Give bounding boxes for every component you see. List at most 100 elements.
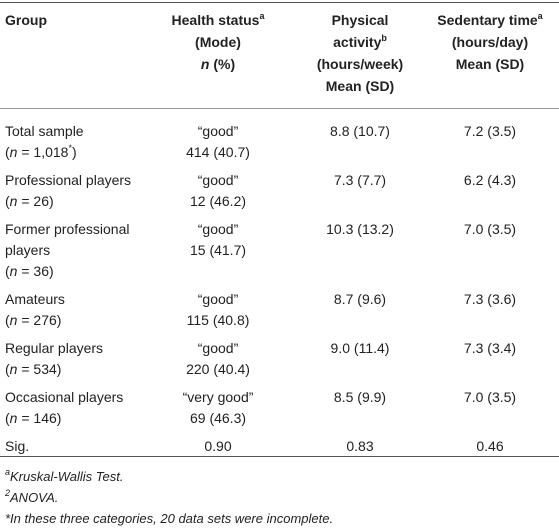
physical-cell: 0.83 bbox=[346, 436, 373, 456]
text-segment: Health status bbox=[171, 12, 260, 28]
group-cell: players bbox=[5, 240, 50, 260]
health-cell: “very good” bbox=[183, 387, 254, 407]
health-cell: “good” bbox=[198, 338, 238, 358]
text-segment: 220 (40.4) bbox=[186, 361, 250, 377]
header-cell: (hours/week) bbox=[317, 54, 403, 74]
text-segment: n bbox=[200, 56, 210, 72]
text-segment: ) bbox=[71, 144, 77, 160]
footnote: aKruskal-Wallis Test. bbox=[5, 467, 123, 487]
text-segment: 8.8 (10.7) bbox=[330, 123, 390, 139]
text-segment: = 36 bbox=[17, 263, 49, 279]
text-segment: a bbox=[259, 11, 265, 21]
group-cell: Former professional bbox=[5, 219, 130, 239]
text-segment: * bbox=[68, 143, 72, 153]
text-segment: Former professional bbox=[5, 221, 130, 237]
text-segment: “good” bbox=[197, 291, 239, 307]
physical-cell: 8.7 (9.6) bbox=[334, 289, 386, 309]
health-cell: “good” bbox=[198, 219, 238, 239]
sample-size: (n = 1,018*) bbox=[5, 142, 77, 162]
text-segment: Occasional players bbox=[5, 389, 124, 405]
header-cell: Sedentary timea bbox=[437, 10, 542, 30]
sedentary-cell: 7.3 (3.6) bbox=[464, 289, 516, 309]
sample-size: (n = 36) bbox=[5, 261, 54, 281]
text-segment: “very good” bbox=[182, 389, 254, 405]
text-segment: ( bbox=[5, 263, 10, 279]
text-segment: 12 (46.2) bbox=[189, 193, 247, 209]
physical-cell: 8.5 (9.9) bbox=[334, 387, 386, 407]
text-segment: ) bbox=[49, 263, 54, 279]
text-segment: = 26 bbox=[17, 193, 49, 209]
header-cell: (Mode) bbox=[195, 32, 241, 52]
text-segment: 7.0 (3.5) bbox=[463, 389, 517, 405]
text-segment: n bbox=[9, 410, 18, 426]
text-segment: ) bbox=[56, 312, 62, 328]
text-segment: n bbox=[9, 263, 18, 279]
text-segment: ANOVA. bbox=[10, 490, 59, 505]
text-segment: ( bbox=[5, 410, 10, 426]
sample-size: (n = 276) bbox=[5, 310, 61, 330]
health-cell: 12 (46.2) bbox=[190, 191, 246, 211]
text-segment: n bbox=[9, 312, 18, 328]
group-cell: Total sample bbox=[5, 121, 84, 141]
text-segment: Professional players bbox=[5, 172, 132, 188]
header-cell: Health statusa bbox=[172, 10, 265, 30]
text-segment: n bbox=[9, 361, 18, 377]
text-segment: ) bbox=[49, 193, 54, 209]
health-cell: 69 (46.3) bbox=[190, 408, 246, 428]
text-segment: Sedentary time bbox=[437, 12, 538, 28]
footnote: 2ANOVA. bbox=[5, 488, 58, 508]
header-rule bbox=[0, 108, 559, 109]
text-segment: Amateurs bbox=[5, 291, 65, 307]
text-segment: 8.7 (9.6) bbox=[333, 291, 387, 307]
text-segment: “good” bbox=[197, 340, 239, 356]
physical-cell: 9.0 (11.4) bbox=[331, 338, 390, 358]
text-segment: 7.3 (3.4) bbox=[463, 340, 517, 356]
text-segment: = 276 bbox=[17, 312, 57, 328]
text-segment: a bbox=[5, 467, 11, 477]
text-segment: “good” bbox=[197, 123, 239, 139]
text-segment: players bbox=[5, 242, 51, 258]
text-segment: ( bbox=[5, 312, 10, 328]
text-segment: a bbox=[537, 11, 543, 21]
health-cell: 15 (41.7) bbox=[190, 240, 246, 260]
bottom-rule bbox=[0, 456, 559, 457]
text-segment: 6.2 (4.3) bbox=[463, 172, 517, 188]
text-segment: “good” bbox=[197, 221, 239, 237]
text-segment: 115 (40.8) bbox=[186, 312, 250, 328]
text-segment: ( bbox=[5, 144, 10, 160]
header-cell: Mean (SD) bbox=[326, 76, 394, 96]
text-segment: = 146 bbox=[17, 410, 57, 426]
text-segment: = 1,018 bbox=[17, 144, 69, 160]
text-segment: 0.83 bbox=[346, 438, 374, 454]
text-segment: n bbox=[9, 144, 18, 160]
text-segment: Mean (SD) bbox=[455, 56, 525, 72]
text-segment: Physical bbox=[331, 12, 389, 28]
text-segment: 7.0 (3.5) bbox=[463, 221, 517, 237]
sample-size: (n = 26) bbox=[5, 191, 54, 211]
health-cell: “good” bbox=[198, 289, 238, 309]
header-cell: Mean (SD) bbox=[456, 54, 524, 74]
text-segment: b bbox=[381, 33, 387, 43]
text-segment: 414 (40.7) bbox=[186, 144, 250, 160]
header-cell: (hours/day) bbox=[452, 32, 528, 52]
group-cell: Amateurs bbox=[5, 289, 65, 309]
text-segment: (hours/day) bbox=[451, 34, 529, 50]
sedentary-cell: 7.3 (3.4) bbox=[464, 338, 516, 358]
text-segment: ( bbox=[5, 193, 10, 209]
text-segment: 0.90 bbox=[204, 438, 232, 454]
physical-cell: 8.8 (10.7) bbox=[330, 121, 390, 141]
sedentary-cell: 7.0 (3.5) bbox=[464, 387, 516, 407]
text-segment: Mean (SD) bbox=[325, 78, 395, 94]
health-cell: 115 (40.8) bbox=[187, 310, 250, 330]
group-cell: Occasional players bbox=[5, 387, 123, 407]
text-segment: “good” bbox=[197, 172, 239, 188]
text-segment: (%) bbox=[209, 56, 236, 72]
text-segment: ( bbox=[5, 361, 10, 377]
text-segment: 2 bbox=[5, 488, 11, 498]
text-segment: activity bbox=[333, 34, 382, 50]
text-segment: 15 (41.7) bbox=[189, 242, 247, 258]
text-segment: 7.3 (3.6) bbox=[463, 291, 517, 307]
physical-cell: 10.3 (13.2) bbox=[326, 219, 394, 239]
header-cell: Physical bbox=[332, 10, 389, 30]
